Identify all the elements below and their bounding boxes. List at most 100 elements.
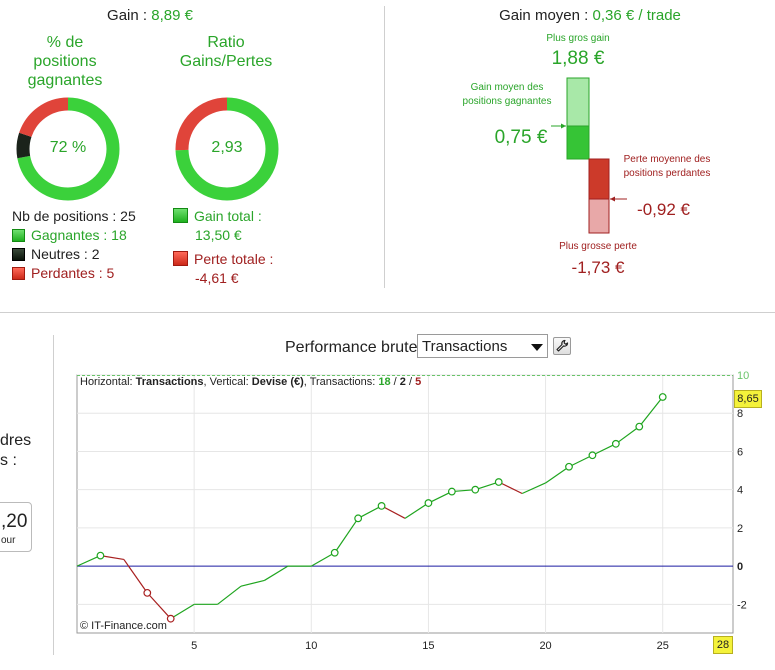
horizontal-axis-select[interactable]: Transactions [417, 334, 548, 358]
section-divider [0, 312, 775, 313]
pct-positions-title: % de positions gagnantes [27, 34, 103, 89]
gain-total-value: 13,50 € [195, 227, 242, 243]
data-point [330, 548, 339, 557]
y-tick-label: 6 [737, 446, 743, 458]
ratio-value: 2,93 [211, 139, 243, 156]
y-tick-label: 2 [737, 523, 743, 535]
data-point [377, 502, 386, 510]
series-segment [100, 555, 124, 561]
left-partial-box[interactable]: ,20 our [0, 502, 32, 552]
gagnantes-label: Gagnantes : 18 [31, 227, 127, 243]
left-divider [53, 335, 54, 655]
x-end-badge: 28 [713, 636, 733, 654]
series-segment [76, 555, 101, 567]
left-partial-text-2: s : [0, 452, 17, 469]
data-point [96, 551, 105, 560]
gain-header: Gain : 8,89 € [0, 7, 300, 24]
series-segment [240, 579, 265, 587]
y-tick-label: -2 [737, 599, 747, 611]
x-tick-label: 10 [305, 640, 317, 652]
plus-grosse-perte-label: Plus grosse perte [559, 241, 637, 252]
series-segment [428, 491, 453, 504]
red-square-icon [173, 251, 188, 266]
black-square-icon [12, 248, 25, 261]
left-partial-text-1: dres [0, 432, 32, 449]
info-losses: 5 [415, 376, 422, 388]
gain-moyen-positions-label: Gain moyen des positions gagnantes [462, 82, 552, 107]
series-segment [217, 585, 242, 605]
info-vertical: Devise (€) [251, 376, 304, 388]
gain-moyen-label: Gain moyen : [499, 7, 593, 24]
data-point [354, 514, 363, 523]
data-point [471, 485, 480, 494]
distribution-bars [551, 77, 627, 234]
plus-grosse-perte-value: -1,73 € [571, 258, 625, 277]
donut-loss-arc [16, 97, 120, 201]
series-segment [498, 481, 523, 495]
legend-gagnantes: Gagnantes : 18 [12, 227, 127, 243]
perte-moyenne-label: Perte moyenne des positions perdantes [623, 154, 711, 179]
series-segment [310, 552, 336, 567]
series-segment [146, 592, 172, 620]
gain-moyen-value: 0,36 € / trade [592, 7, 681, 24]
gain-label: Gain : [107, 7, 152, 24]
y-tick-label: 8 [737, 408, 743, 420]
series-segment [568, 454, 593, 468]
gain-moyen-positions-value: 0,75 € [494, 127, 548, 148]
series-segment [381, 505, 406, 519]
performance-title: Performance brute [285, 339, 418, 356]
legend-neutres: Neutres : 2 [12, 246, 99, 262]
top-divider [384, 6, 385, 288]
info-transactions: , Transactions: [303, 376, 379, 388]
data-point [494, 478, 503, 486]
left-partial-box-sub: our [1, 535, 16, 546]
x-tick-label: 15 [422, 640, 434, 652]
series-segment [545, 466, 570, 484]
series-segment [334, 517, 359, 554]
info-horizontal: Transactions [135, 376, 204, 388]
x-tick-label: 20 [539, 640, 551, 652]
neutres-label: Neutres : 2 [31, 246, 100, 262]
gain-loss-ratio-donut [175, 97, 279, 201]
left-partial-box-value: ,20 [1, 511, 28, 532]
legend-perte-totale: Perte totale : [173, 251, 273, 267]
legend-perdantes: Perdantes : 5 [12, 265, 114, 281]
gain-value: 8,89 € [151, 7, 193, 24]
chevron-down-icon[interactable] [531, 344, 543, 351]
gain-moyen-header: Gain moyen : 0,36 € / trade [480, 7, 700, 24]
data-point [143, 588, 152, 597]
series-segment [521, 482, 546, 495]
series-segment [592, 443, 617, 456]
series-segment [638, 396, 664, 427]
info-prefix: Horizontal: [80, 376, 136, 388]
info-wins: 18 [378, 376, 391, 388]
data-point [565, 462, 573, 471]
data-point [424, 499, 433, 507]
data-point [658, 393, 667, 401]
info-sep-2: / [405, 376, 416, 388]
green-square-icon [12, 229, 25, 242]
data-point [611, 439, 620, 448]
perte-totale-value: -4,61 € [195, 270, 239, 286]
copyright: © IT-Finance.com [80, 620, 167, 632]
last-value-badge: 8,65 [734, 390, 762, 408]
win-rate-value: 72 % [49, 139, 87, 156]
win-rate-donut [16, 97, 120, 201]
wrench-icon [556, 339, 569, 352]
ratio-title: Ratio Gains/Pertes [179, 34, 273, 70]
plus-gros-gain-label: Plus gros gain [546, 33, 610, 44]
legend-gain-total: Gain total : [173, 208, 262, 224]
series-segment [451, 489, 476, 493]
series-segment [404, 502, 429, 519]
donut-loss-share-arc [175, 97, 279, 201]
gain-total-label: Gain total : [194, 208, 262, 224]
series-segment [475, 481, 499, 491]
x-tick-label: 25 [657, 640, 669, 652]
plot-area [76, 374, 734, 634]
red-square-icon [12, 267, 25, 280]
plus-gros-gain-value: 1,88 € [551, 48, 605, 69]
series-segment [357, 505, 382, 519]
series-segment [123, 559, 148, 594]
settings-wrench-button[interactable] [553, 337, 571, 355]
